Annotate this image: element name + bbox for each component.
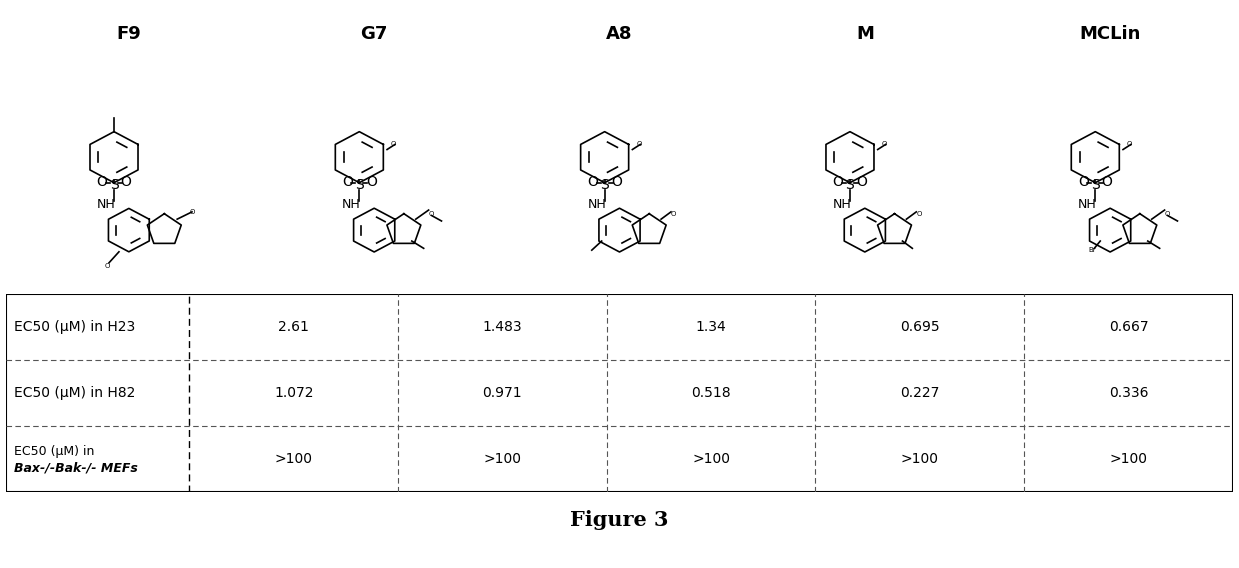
Text: O: O xyxy=(429,211,434,217)
Text: A8: A8 xyxy=(606,25,633,43)
Text: S: S xyxy=(354,178,364,191)
Text: S: S xyxy=(1090,178,1100,191)
Text: >100: >100 xyxy=(275,452,312,466)
Text: MCLin: MCLin xyxy=(1079,25,1141,43)
Text: O: O xyxy=(342,175,353,189)
Text: O: O xyxy=(833,175,844,189)
Text: 1.34: 1.34 xyxy=(696,320,726,334)
Text: O: O xyxy=(366,175,377,189)
Text: O: O xyxy=(1078,175,1089,189)
Text: F9: F9 xyxy=(116,25,141,43)
Text: O: O xyxy=(1127,141,1132,148)
Text: O: O xyxy=(611,175,622,189)
Text: >100: >100 xyxy=(1109,452,1147,466)
Text: O: O xyxy=(392,141,396,148)
Text: O: O xyxy=(104,264,110,269)
Text: >100: >100 xyxy=(901,452,939,466)
Text: M: M xyxy=(856,25,873,43)
Text: NH: NH xyxy=(342,198,361,211)
Text: O: O xyxy=(1101,175,1113,189)
Text: 0.695: 0.695 xyxy=(900,320,939,334)
Text: EC50 (μM) in: EC50 (μM) in xyxy=(14,445,94,458)
Text: G7: G7 xyxy=(361,25,388,43)
Text: Figure 3: Figure 3 xyxy=(570,510,669,530)
Text: NH: NH xyxy=(97,198,115,211)
Text: >100: >100 xyxy=(483,452,522,466)
Text: O: O xyxy=(856,175,867,189)
Text: NH: NH xyxy=(587,198,606,211)
Text: O: O xyxy=(1165,211,1170,217)
Text: S: S xyxy=(109,178,119,191)
Text: O: O xyxy=(120,175,131,189)
Text: 0.336: 0.336 xyxy=(1109,386,1149,400)
Text: S: S xyxy=(845,178,855,191)
Text: >100: >100 xyxy=(693,452,730,466)
Text: 1.072: 1.072 xyxy=(274,386,313,400)
Text: 0.971: 0.971 xyxy=(482,386,522,400)
Text: O: O xyxy=(97,175,108,189)
Text: O: O xyxy=(882,141,887,148)
Text: O: O xyxy=(587,175,598,189)
Text: EC50 (μM) in H82: EC50 (μM) in H82 xyxy=(14,386,135,400)
Text: NH: NH xyxy=(1078,198,1097,211)
Text: NH: NH xyxy=(833,198,851,211)
Text: Br: Br xyxy=(1089,247,1097,253)
Text: O: O xyxy=(917,211,922,217)
Text: O: O xyxy=(190,209,196,215)
Text: O: O xyxy=(637,141,642,148)
Text: 0.227: 0.227 xyxy=(900,386,939,400)
Text: 1.483: 1.483 xyxy=(482,320,522,334)
Text: O: O xyxy=(672,211,676,217)
Text: Bax-/-Bak-/- MEFs: Bax-/-Bak-/- MEFs xyxy=(14,462,138,475)
Text: EC50 (μM) in H23: EC50 (μM) in H23 xyxy=(14,320,135,334)
Text: S: S xyxy=(600,178,610,191)
Text: 2.61: 2.61 xyxy=(279,320,309,334)
Text: 0.518: 0.518 xyxy=(691,386,731,400)
Text: 0.667: 0.667 xyxy=(1109,320,1149,334)
